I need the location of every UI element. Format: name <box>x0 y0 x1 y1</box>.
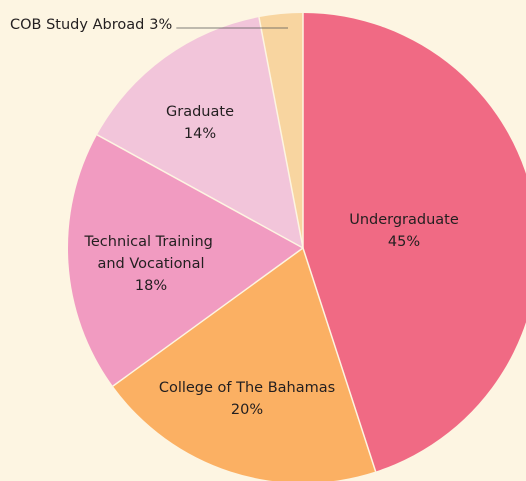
slice-value-label: 14% <box>184 126 216 142</box>
slice-label: Graduate <box>166 104 234 120</box>
slice-border <box>112 247 304 387</box>
pie-slice <box>112 248 376 481</box>
pie-slice <box>303 13 526 472</box>
slice-value-label: 20% <box>231 402 263 418</box>
slice-label: Undergraduate <box>349 212 459 228</box>
slice-label: College of The Bahamas <box>159 380 335 396</box>
slice-border <box>302 247 377 472</box>
pie-slice <box>67 134 303 387</box>
slice-value-label: 3% <box>149 17 172 33</box>
slice-border <box>258 17 304 249</box>
slice-border <box>96 134 304 249</box>
slice-label: Technical Training and Vocational <box>83 234 217 272</box>
slice-value-label: 18% <box>135 278 167 294</box>
pie-slice <box>97 17 303 249</box>
slice-value-label: 45% <box>388 234 420 250</box>
slice-label: COB Study Abroad <box>10 17 144 33</box>
